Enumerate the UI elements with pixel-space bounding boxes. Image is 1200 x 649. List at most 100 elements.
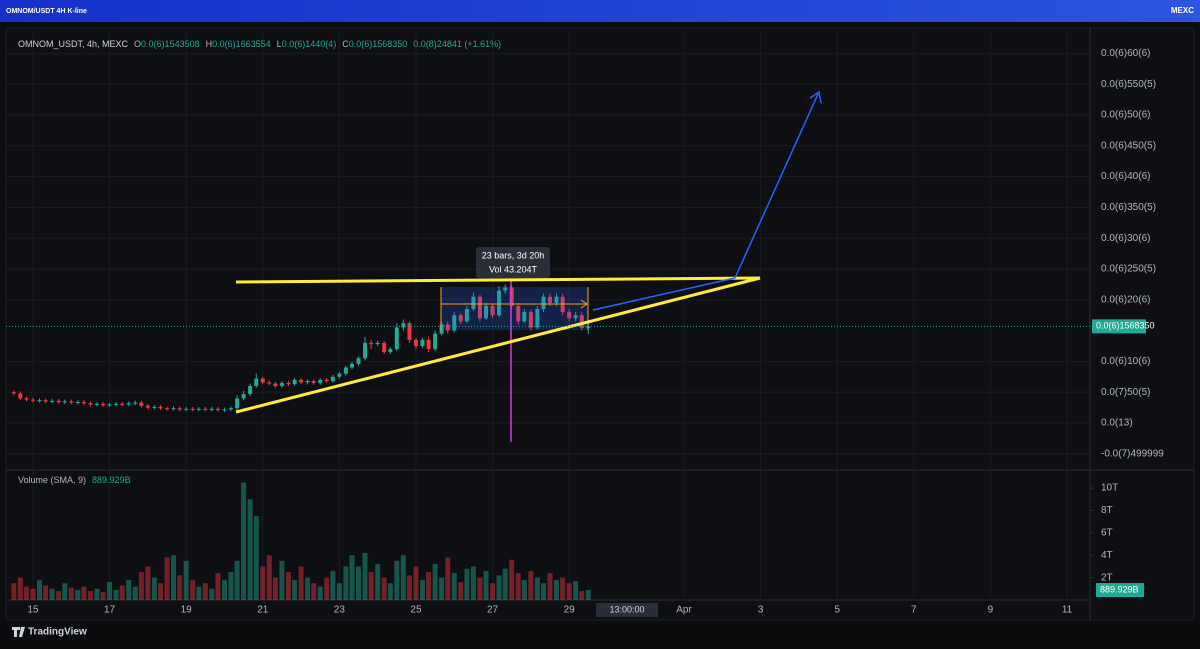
candle-body <box>356 358 361 364</box>
volume-bar <box>241 482 247 600</box>
candle-body <box>458 315 463 322</box>
candle-body <box>88 403 93 405</box>
y-tick-label: 0.0(13) <box>1101 418 1133 429</box>
volume-bar <box>202 583 208 600</box>
volume-bar <box>183 560 189 600</box>
volume-bar <box>177 575 183 600</box>
legend-item: 0.0(6)1663554 <box>212 39 271 49</box>
volume-tick-label: 6T <box>1101 527 1113 538</box>
candle-body <box>522 312 527 322</box>
volume-bar <box>349 555 355 600</box>
legend-item: 0.0(6)1543508 <box>141 39 200 49</box>
candle-body <box>535 309 540 328</box>
header-bar <box>0 0 1200 22</box>
candle-body <box>75 402 80 404</box>
volume-bar <box>515 573 521 600</box>
x-tick-label: 19 <box>181 605 193 616</box>
volume-sma-box <box>1096 583 1144 598</box>
candle-body <box>363 342 368 359</box>
volume-bar <box>496 575 502 600</box>
y-tick-label: 0.0(6)450(5) <box>1101 140 1156 151</box>
candle-body <box>554 296 559 303</box>
candle-body <box>50 400 55 402</box>
y-tick-label: 0.0(6)60(6) <box>1101 48 1150 59</box>
volume-bar <box>164 557 170 600</box>
volume-bar <box>368 572 374 600</box>
header-title: OMNOM/USDT 4H K-line <box>6 8 87 15</box>
legend-item: 0.0(6)1568350 <box>349 39 408 49</box>
volume-bar <box>17 577 23 600</box>
header-brand: MEXC <box>1171 6 1194 15</box>
volume-tick-label: 8T <box>1101 505 1113 516</box>
candle-body <box>407 323 412 340</box>
volume-bar <box>221 579 227 600</box>
volume-bar <box>30 588 36 600</box>
candle-body <box>37 400 42 402</box>
volume-bar <box>483 570 489 600</box>
volume-title: Volume (SMA, 9) <box>18 475 86 485</box>
candles <box>11 284 591 412</box>
legend-item: O <box>134 39 141 49</box>
candle-body <box>573 315 578 319</box>
x-tick-label: 27 <box>487 605 499 616</box>
candle-body <box>375 342 380 345</box>
footer-brand[interactable]: TradingView <box>28 627 87 638</box>
volume-bar <box>464 568 470 600</box>
volume-bar <box>502 568 508 600</box>
volume-legend: Volume (SMA, 9) 889.929B <box>18 475 131 485</box>
legend-item: H <box>206 39 213 49</box>
x-tick-label: 15 <box>27 605 39 616</box>
legend-item: C <box>342 39 349 49</box>
volume-bar <box>119 585 125 600</box>
candle-body <box>56 400 61 403</box>
candle-body <box>279 382 284 387</box>
volume-bar <box>285 572 291 600</box>
candle-body <box>120 403 125 405</box>
candle-body <box>497 290 502 316</box>
candle-body <box>228 408 233 410</box>
candle-body <box>133 402 138 404</box>
volume-bar <box>23 586 29 600</box>
volume-bar <box>158 583 164 600</box>
legend: OMNOM_USDT, 4h, MEXC O0.0(6)1543508 H0.0(6… <box>18 39 501 49</box>
volume-bar <box>426 572 432 600</box>
candle-body <box>184 408 189 410</box>
measure-arrowhead <box>580 299 588 309</box>
candle-body <box>139 402 144 406</box>
candle-body <box>114 403 119 405</box>
volume-bar <box>305 577 311 600</box>
candle-body <box>30 399 35 401</box>
volume-bar <box>317 586 323 600</box>
chart-panel <box>5 27 1195 621</box>
volume-bar <box>279 560 285 600</box>
volume-bar <box>196 586 202 600</box>
target-arrowhead <box>809 90 822 104</box>
candle-body <box>567 312 572 319</box>
volume-bar <box>126 579 132 600</box>
candle-body <box>541 296 546 310</box>
candle-body <box>503 287 508 291</box>
candle-body <box>299 379 304 383</box>
volume-bar <box>534 577 540 600</box>
candle-body <box>11 392 16 394</box>
candle-body <box>484 305 489 319</box>
volume-bar <box>336 583 342 600</box>
candle-body <box>177 408 182 410</box>
volume-bar <box>132 586 138 600</box>
candle-body <box>273 383 278 387</box>
volume-bar <box>528 570 534 600</box>
candle-body <box>286 382 291 385</box>
resistance-line <box>235 276 761 284</box>
candle-body <box>171 408 176 410</box>
x-tick-label: 25 <box>410 605 422 616</box>
volume-bar <box>253 516 259 600</box>
volume-bar <box>445 557 451 600</box>
candle-body <box>190 408 195 410</box>
volume-bar <box>113 589 119 600</box>
volume-bar <box>375 564 381 600</box>
x-tick-label: 23 <box>334 605 346 616</box>
volume-bar <box>145 566 151 600</box>
volume-sma-label: 889.929B <box>1100 584 1139 594</box>
volume-pane <box>11 482 591 600</box>
candle-body <box>126 403 131 405</box>
